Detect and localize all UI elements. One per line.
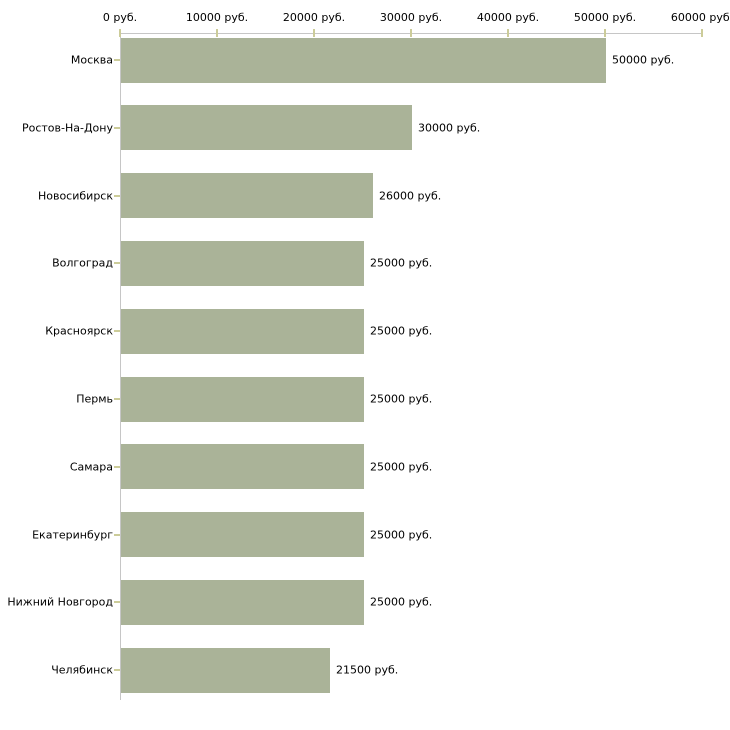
x-tick-label: 20000 руб. — [282, 11, 346, 24]
bar — [121, 173, 373, 219]
bar — [121, 376, 364, 422]
value-label: 25000 руб. — [370, 528, 433, 542]
bar — [121, 512, 364, 558]
category-label: Челябинск — [51, 663, 113, 677]
bar — [121, 579, 364, 625]
bar — [121, 308, 364, 354]
category-label: Новосибирск — [37, 189, 113, 203]
x-tick — [313, 29, 315, 37]
category-label: Волгоград — [52, 256, 113, 270]
x-tick — [604, 29, 606, 37]
x-tick-label: 40000 руб. — [476, 11, 540, 24]
category-label: Самара — [69, 460, 113, 474]
value-label: 26000 руб. — [379, 189, 442, 203]
x-tick-label: 10000 руб. — [185, 11, 249, 24]
category-label: Москва — [70, 53, 113, 67]
x-tick-label: 0 руб. — [102, 11, 138, 24]
x-tick — [701, 29, 703, 37]
y-tick — [114, 262, 120, 265]
value-label: 30000 руб. — [418, 121, 481, 135]
category-label: Нижний Новгород — [7, 595, 113, 609]
value-label: 50000 руб. — [612, 53, 675, 67]
category-label: Пермь — [76, 392, 113, 406]
x-tick-label: 60000 руб. — [670, 11, 730, 24]
value-label: 25000 руб. — [370, 392, 433, 406]
value-label: 21500 руб. — [336, 663, 399, 677]
y-tick — [114, 533, 120, 536]
value-label: 25000 руб. — [370, 460, 433, 474]
category-label: Екатеринбург — [32, 528, 113, 542]
y-tick — [114, 601, 120, 604]
x-tick — [119, 29, 121, 37]
x-tick — [507, 29, 509, 37]
category-label: Ростов-На-Дону — [21, 121, 113, 135]
y-tick — [114, 59, 120, 61]
bar — [121, 37, 606, 83]
value-label: 25000 руб. — [370, 256, 433, 270]
y-tick — [114, 398, 120, 400]
y-tick — [114, 669, 120, 672]
y-tick — [114, 465, 120, 468]
y-axis-line — [120, 33, 121, 700]
category-label: Красноярск — [45, 324, 113, 338]
y-tick — [114, 126, 120, 129]
x-tick — [410, 29, 412, 37]
bar — [121, 240, 364, 286]
x-tick-label: 50000 руб. — [573, 11, 637, 24]
y-tick — [114, 194, 120, 197]
x-tick-label: 30000 руб. — [379, 11, 443, 24]
bar — [121, 105, 412, 151]
y-tick — [114, 330, 120, 333]
bar — [121, 647, 330, 693]
bar — [121, 444, 364, 490]
value-label: 25000 руб. — [370, 324, 433, 338]
x-tick — [216, 29, 218, 37]
value-label: 25000 руб. — [370, 595, 433, 609]
